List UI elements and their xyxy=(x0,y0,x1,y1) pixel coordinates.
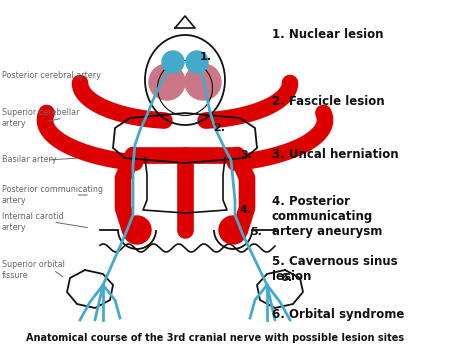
Text: 1. Nuclear lesion: 1. Nuclear lesion xyxy=(272,28,383,41)
Text: 1.: 1. xyxy=(200,52,212,62)
Text: 6.: 6. xyxy=(280,273,292,283)
Text: 3. Uncal herniation: 3. Uncal herniation xyxy=(272,148,399,161)
Text: Superior cerebellar
artery: Superior cerebellar artery xyxy=(2,108,80,128)
Text: 3.: 3. xyxy=(240,150,252,160)
Circle shape xyxy=(185,64,221,100)
Text: 2.: 2. xyxy=(213,123,225,133)
Text: 5.: 5. xyxy=(250,227,262,237)
Text: Basilar artery: Basilar artery xyxy=(2,156,56,165)
Circle shape xyxy=(186,51,208,73)
Text: 4. Posterior
communicating
artery aneurysm: 4. Posterior communicating artery aneury… xyxy=(272,195,383,238)
Text: 5. Cavernous sinus
lesion: 5. Cavernous sinus lesion xyxy=(272,255,398,283)
Circle shape xyxy=(219,216,247,244)
Text: Posterior communicating
artery: Posterior communicating artery xyxy=(2,185,103,205)
Circle shape xyxy=(123,216,151,244)
Text: Anatomical course of the 3rd cranial nerve with possible lesion sites: Anatomical course of the 3rd cranial ner… xyxy=(26,333,404,343)
Text: Posterior cerebral artery: Posterior cerebral artery xyxy=(2,70,101,79)
Circle shape xyxy=(162,51,184,73)
Text: 6. Orbital syndrome: 6. Orbital syndrome xyxy=(272,308,404,321)
Circle shape xyxy=(149,64,185,100)
Text: 2. Fascicle lesion: 2. Fascicle lesion xyxy=(272,95,384,108)
Text: 4.: 4. xyxy=(240,205,252,215)
Text: Internal carotid
artery: Internal carotid artery xyxy=(2,212,64,232)
Text: Superior orbital
fissure: Superior orbital fissure xyxy=(2,260,65,280)
